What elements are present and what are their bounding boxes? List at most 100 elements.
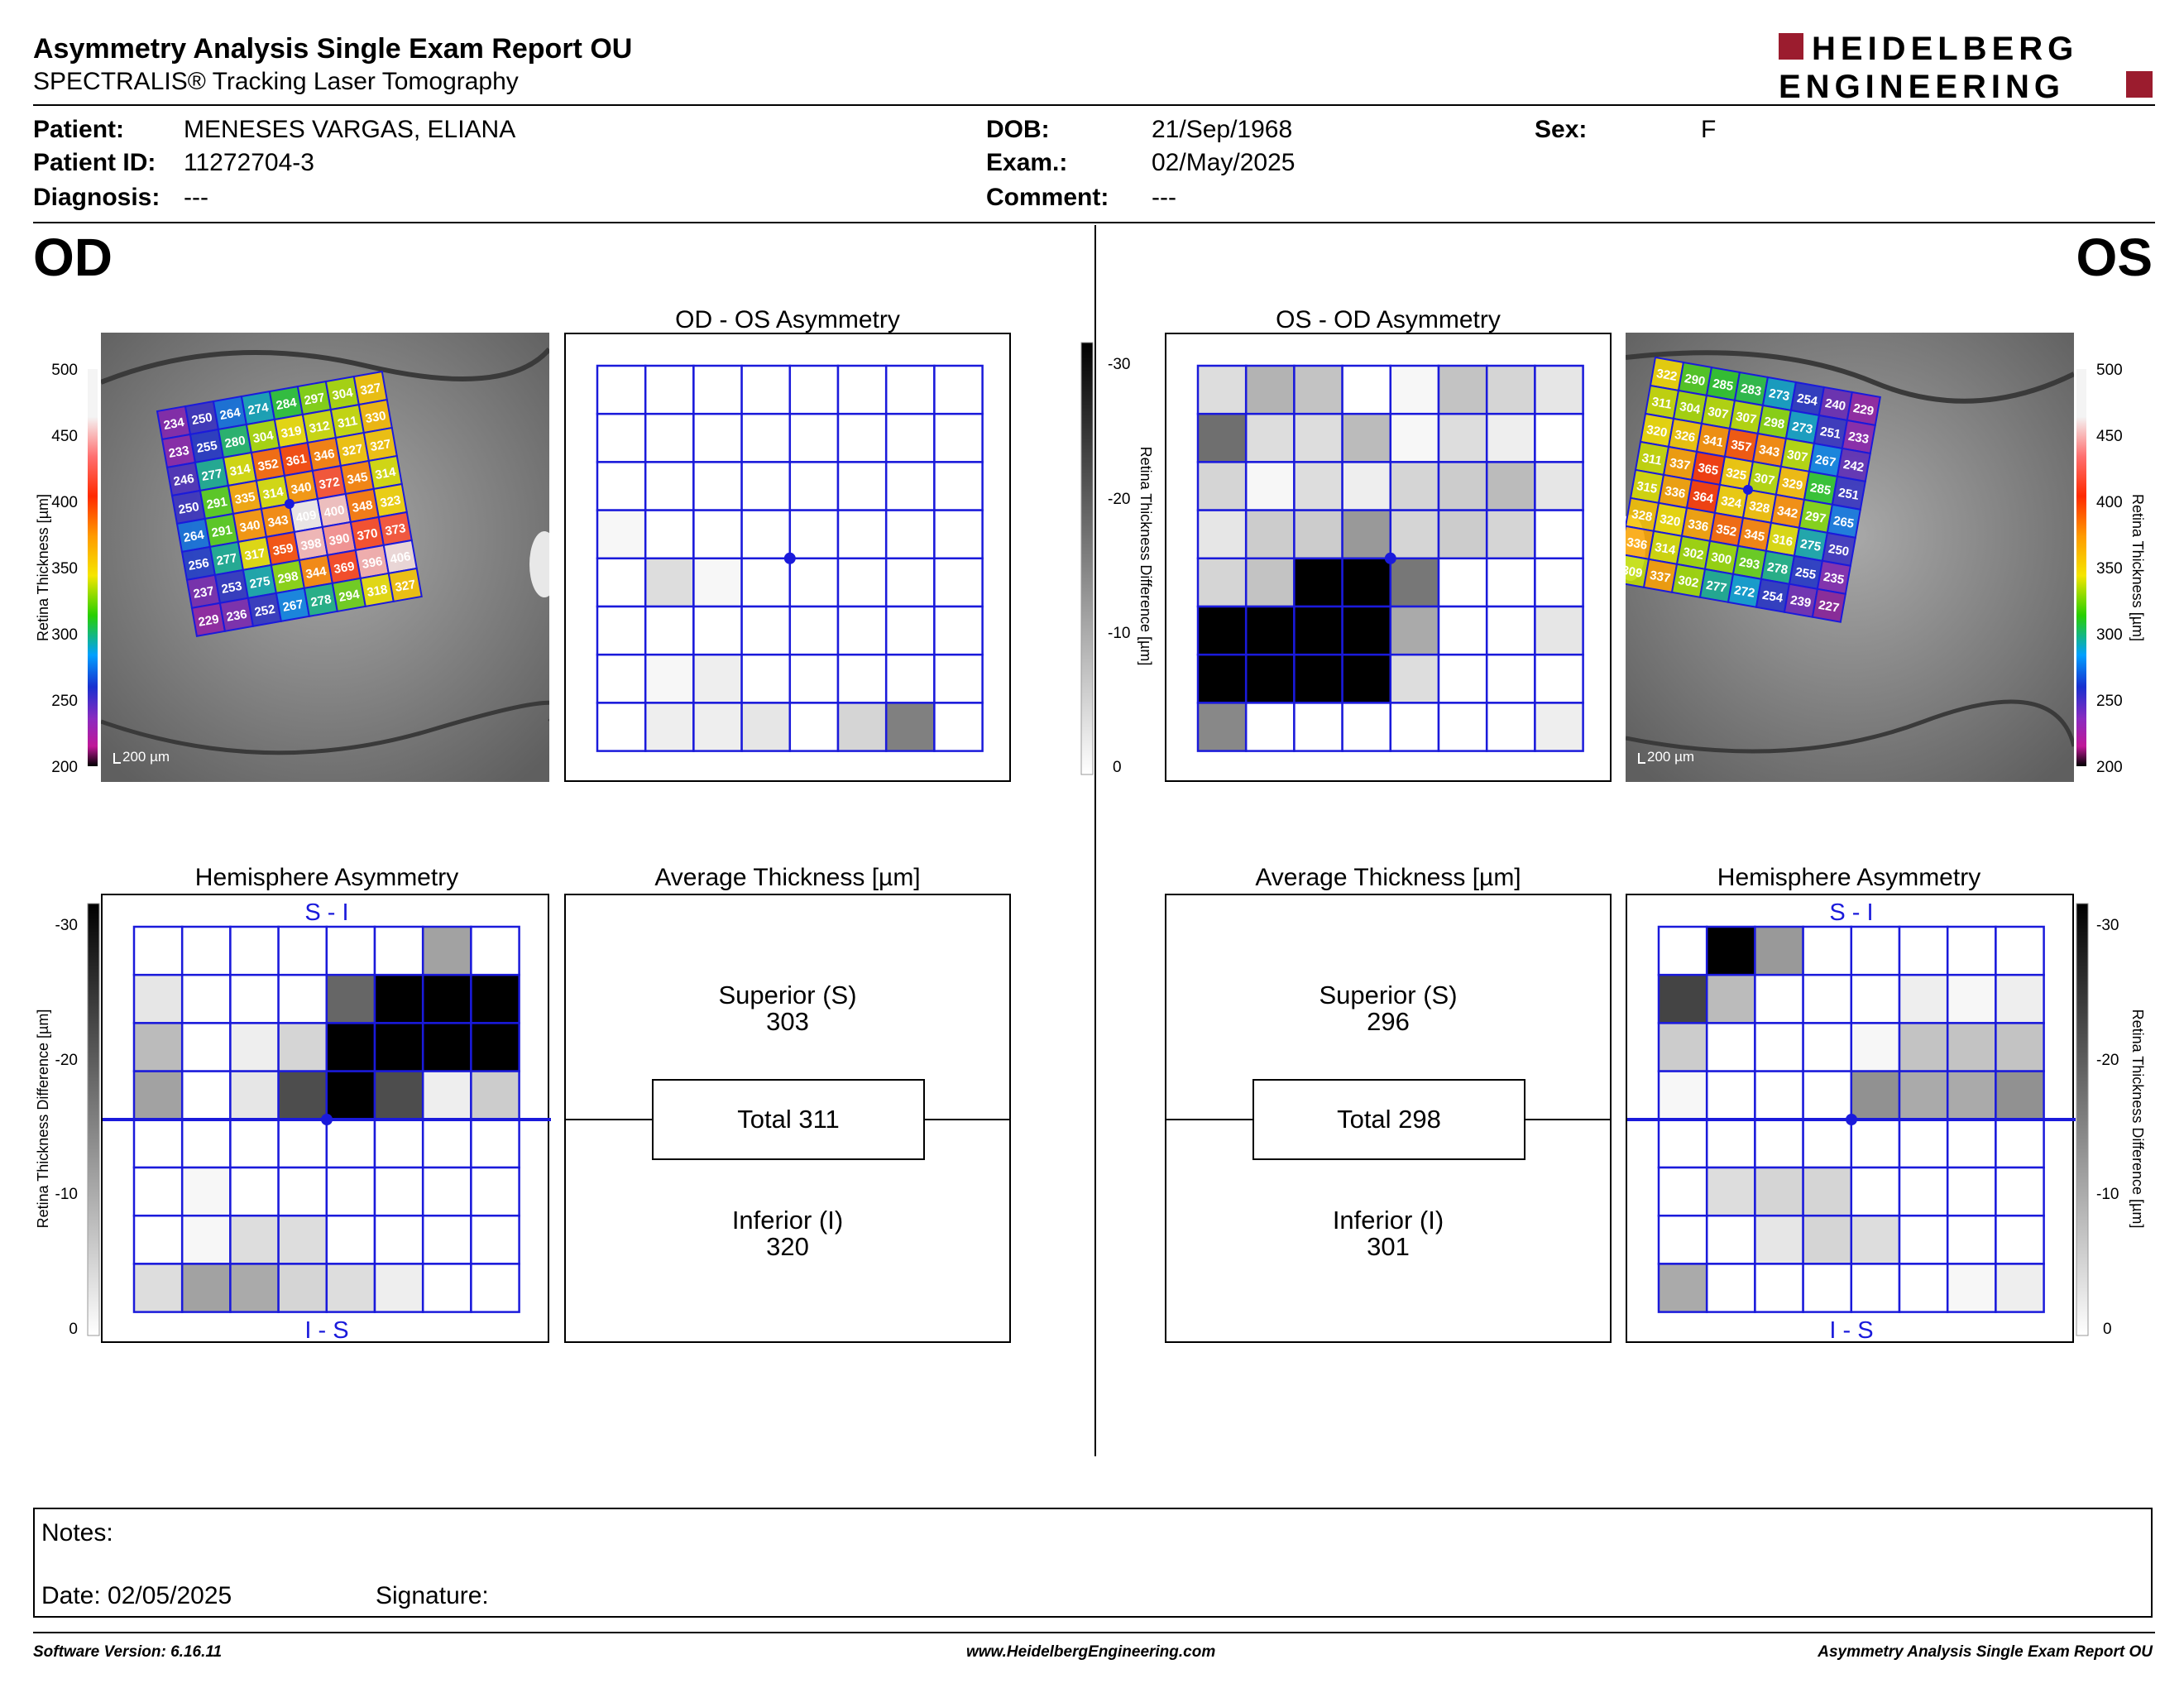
difference-cell <box>596 412 647 463</box>
difference-cell <box>836 509 888 560</box>
od-hemi-bottom-label: I - S <box>304 1317 348 1344</box>
footer-software-version: Software Version: 6.16.11 <box>33 1643 223 1661</box>
thickness-value: 311 <box>1640 451 1663 468</box>
difference-cell <box>421 1070 472 1121</box>
difference-cell <box>421 1022 472 1072</box>
difference-cell <box>1802 1263 1853 1313</box>
difference-cell <box>1389 461 1440 511</box>
thickness-value: 307 <box>1786 448 1809 465</box>
thickness-value: 370 <box>356 526 379 544</box>
difference-cell <box>229 1118 280 1169</box>
difference-cell <box>277 1263 328 1313</box>
thickness-value: 345 <box>1743 527 1766 544</box>
patient-name: MENESES VARGAS, ELIANA <box>184 116 516 143</box>
thickness-value: 320 <box>1659 512 1682 530</box>
difference-cell <box>373 1070 424 1121</box>
thickness-value: 327 <box>359 381 382 398</box>
thickness-value: 365 <box>1697 461 1720 478</box>
difference-cell <box>692 461 743 511</box>
difference-cell <box>1534 461 1584 511</box>
exam-label: Exam.: <box>986 149 1068 176</box>
thickness-value: 240 <box>1824 396 1847 414</box>
difference-cell <box>1244 605 1296 656</box>
difference-cell <box>1437 653 1488 704</box>
difference-cell <box>1898 925 1949 976</box>
difference-cell <box>788 461 840 511</box>
difference-cell <box>596 653 647 704</box>
thickness-value: 265 <box>1832 514 1856 531</box>
difference-cell <box>277 1214 328 1265</box>
difference-cell <box>692 605 743 656</box>
difference-cell <box>1244 653 1296 704</box>
difference-cell <box>1244 461 1296 511</box>
difference-cell <box>788 412 840 463</box>
difference-cell <box>1534 364 1584 415</box>
thickness-value: 254 <box>1796 391 1819 409</box>
difference-cell <box>740 557 792 608</box>
difference-cell <box>325 1070 376 1121</box>
difference-cell <box>277 973 328 1024</box>
difference-cell <box>596 557 647 608</box>
thickness-value: 267 <box>1814 453 1837 470</box>
difference-cell <box>884 364 936 415</box>
thickness-value: 328 <box>1631 507 1654 525</box>
difference-cell <box>1898 1022 1949 1072</box>
svg-text:300: 300 <box>51 626 78 644</box>
difference-cell <box>180 973 232 1024</box>
difference-cell <box>644 364 695 415</box>
difference-cell <box>180 1022 232 1072</box>
difference-cell <box>470 973 520 1024</box>
thickness-value: 254 <box>1761 588 1784 606</box>
svg-text:200: 200 <box>51 759 78 776</box>
svg-text:-30: -30 <box>2096 917 2119 934</box>
svg-text:450: 450 <box>2096 428 2123 445</box>
difference-cell <box>1705 925 1756 976</box>
thickness-value: 233 <box>167 444 190 461</box>
difference-cell <box>421 973 472 1024</box>
difference-cell <box>229 973 280 1024</box>
difference-cell <box>933 461 984 511</box>
svg-text:300: 300 <box>2096 626 2123 644</box>
difference-cell <box>1437 412 1488 463</box>
thickness-value: 336 <box>1687 517 1710 535</box>
report-subtitle: SPECTRALIS® Tracking Laser Tomography <box>33 68 519 95</box>
notes-box[interactable]: Notes: Date: 02/05/2025 Signature: <box>33 1508 2153 1618</box>
thickness-value: 325 <box>1725 466 1748 483</box>
difference-cell <box>1657 1263 1708 1313</box>
difference-cell <box>1389 509 1440 560</box>
svg-text:500: 500 <box>51 362 78 379</box>
difference-cell <box>1389 557 1440 608</box>
difference-cell <box>1995 1214 2045 1265</box>
thickness-value: 314 <box>261 485 285 502</box>
thickness-value: 327 <box>341 442 364 459</box>
difference-cell <box>1657 1118 1708 1169</box>
difference-cell <box>1754 1214 1804 1265</box>
thickness-value: 309 <box>1626 563 1644 581</box>
thickness-value: 291 <box>205 495 228 512</box>
thickness-value: 255 <box>195 439 218 456</box>
difference-cell <box>1657 925 1708 976</box>
difference-cell <box>1437 364 1488 415</box>
difference-cell <box>470 1166 520 1217</box>
thickness-value: 264 <box>182 528 205 545</box>
thickness-value: 396 <box>361 554 384 572</box>
difference-cell <box>788 364 840 415</box>
difference-cell <box>1754 1263 1804 1313</box>
difference-cell <box>180 1118 232 1169</box>
difference-cell <box>180 1263 232 1313</box>
difference-cell <box>1995 1166 2045 1217</box>
od-thickness-colorbar: 500 450 400 350 300 250 200 Retina Thick… <box>35 362 98 776</box>
thickness-value: 326 <box>1674 428 1697 445</box>
thickness-value: 227 <box>1818 598 1841 616</box>
difference-cell <box>1802 1166 1853 1217</box>
difference-cell <box>1196 364 1248 415</box>
difference-cell <box>1946 973 1997 1024</box>
patient-id-label: Patient ID: <box>33 149 156 176</box>
difference-cell <box>596 605 647 656</box>
os-hemi-diff-colorbar: -30 -20 -10 0 Retina Thickness Differenc… <box>2076 903 2146 1338</box>
thickness-value: 277 <box>1705 578 1728 596</box>
difference-cell <box>1705 973 1756 1024</box>
os-total-box: Total 298 <box>1252 1079 1525 1160</box>
os-asymmetry-title: OS - OD Asymmetry <box>1276 306 1501 333</box>
footer-website[interactable]: www.HeidelbergEngineering.com <box>966 1643 1216 1661</box>
